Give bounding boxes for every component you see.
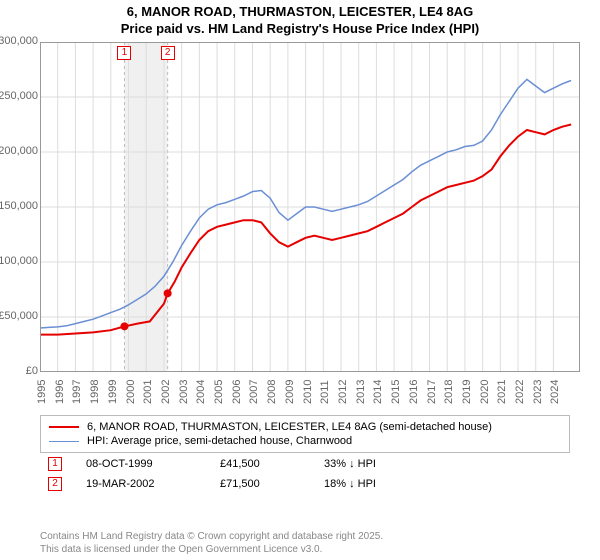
x-tick-label: 1995 xyxy=(36,380,48,404)
x-tick-label: 2011 xyxy=(319,380,331,404)
legend-swatch-price xyxy=(49,426,79,428)
legend-label-hpi: HPI: Average price, semi-detached house,… xyxy=(87,435,352,447)
sale-marker-callout: 2 xyxy=(161,46,175,60)
sale-marker-icon: 1 xyxy=(48,457,62,471)
legend-row: 6, MANOR ROAD, THURMASTON, LEICESTER, LE… xyxy=(49,420,561,434)
y-tick-label: £300,000 xyxy=(0,35,38,47)
x-tick-label: 1997 xyxy=(71,380,83,404)
sale-row: 1 08-OCT-1999 £41,500 33% ↓ HPI xyxy=(40,453,570,473)
sale-date: 08-OCT-1999 xyxy=(86,458,196,470)
x-tick-label: 2008 xyxy=(266,380,278,404)
x-tick-label: 2015 xyxy=(390,380,402,404)
sale-pct: 33% ↓ HPI xyxy=(324,458,424,470)
x-tick-label: 2001 xyxy=(142,380,154,404)
y-tick-label: £50,000 xyxy=(0,310,38,322)
legend-frame: 6, MANOR ROAD, THURMASTON, LEICESTER, LE… xyxy=(40,415,570,453)
footer-attribution: Contains HM Land Registry data © Crown c… xyxy=(40,530,383,556)
x-tick-label: 2012 xyxy=(337,380,349,404)
x-tick-label: 2004 xyxy=(195,380,207,404)
x-tick-label: 2000 xyxy=(125,380,137,404)
x-tick-label: 2019 xyxy=(461,380,473,404)
chart-plot xyxy=(40,42,580,372)
x-tick-label: 2016 xyxy=(408,380,420,404)
x-tick-label: 2021 xyxy=(496,380,508,404)
x-tick-label: 2023 xyxy=(532,380,544,404)
x-tick-label: 2014 xyxy=(372,380,384,404)
sale-date: 19-MAR-2002 xyxy=(86,478,196,490)
x-tick-label: 2020 xyxy=(479,380,491,404)
sale-marker-icon: 2 xyxy=(48,477,62,491)
x-tick-label: 2005 xyxy=(213,380,225,404)
x-tick-label: 2022 xyxy=(514,380,526,404)
sale-marker-callout: 1 xyxy=(117,46,131,60)
x-tick-label: 1999 xyxy=(107,380,119,404)
footer-line1: Contains HM Land Registry data © Crown c… xyxy=(40,530,383,543)
legend-swatch-hpi xyxy=(49,441,79,442)
y-tick-label: £0 xyxy=(26,365,38,377)
legend-label-price: 6, MANOR ROAD, THURMASTON, LEICESTER, LE… xyxy=(87,421,492,433)
chart-title-line1: 6, MANOR ROAD, THURMASTON, LEICESTER, LE… xyxy=(0,4,600,21)
chart-title-line2: Price paid vs. HM Land Registry's House … xyxy=(0,21,600,38)
y-tick-label: £250,000 xyxy=(0,90,38,102)
x-tick-label: 2009 xyxy=(284,380,296,404)
x-tick-label: 2010 xyxy=(302,380,314,404)
sale-price: £71,500 xyxy=(220,478,300,490)
x-tick-label: 2002 xyxy=(160,380,172,404)
x-tick-label: 2007 xyxy=(248,380,260,404)
x-tick-label: 1996 xyxy=(54,380,66,404)
x-tick-label: 2013 xyxy=(355,380,367,404)
y-tick-label: £100,000 xyxy=(0,255,38,267)
sale-price: £41,500 xyxy=(220,458,300,470)
x-tick-label: 2006 xyxy=(231,380,243,404)
x-tick-label: 2003 xyxy=(178,380,190,404)
chart-title-block: 6, MANOR ROAD, THURMASTON, LEICESTER, LE… xyxy=(0,0,600,40)
x-tick-label: 2018 xyxy=(443,380,455,404)
footer-line2: This data is licensed under the Open Gov… xyxy=(40,543,383,556)
legend-row: HPI: Average price, semi-detached house,… xyxy=(49,434,561,448)
y-tick-label: £200,000 xyxy=(0,145,38,157)
x-tick-label: 2024 xyxy=(549,380,561,404)
x-tick-label: 1998 xyxy=(89,380,101,404)
x-tick-label: 2017 xyxy=(426,380,438,404)
sale-row: 2 19-MAR-2002 £71,500 18% ↓ HPI xyxy=(40,473,570,493)
sale-pct: 18% ↓ HPI xyxy=(324,478,424,490)
y-tick-label: £150,000 xyxy=(0,200,38,212)
legend-block: 6, MANOR ROAD, THURMASTON, LEICESTER, LE… xyxy=(40,415,570,493)
